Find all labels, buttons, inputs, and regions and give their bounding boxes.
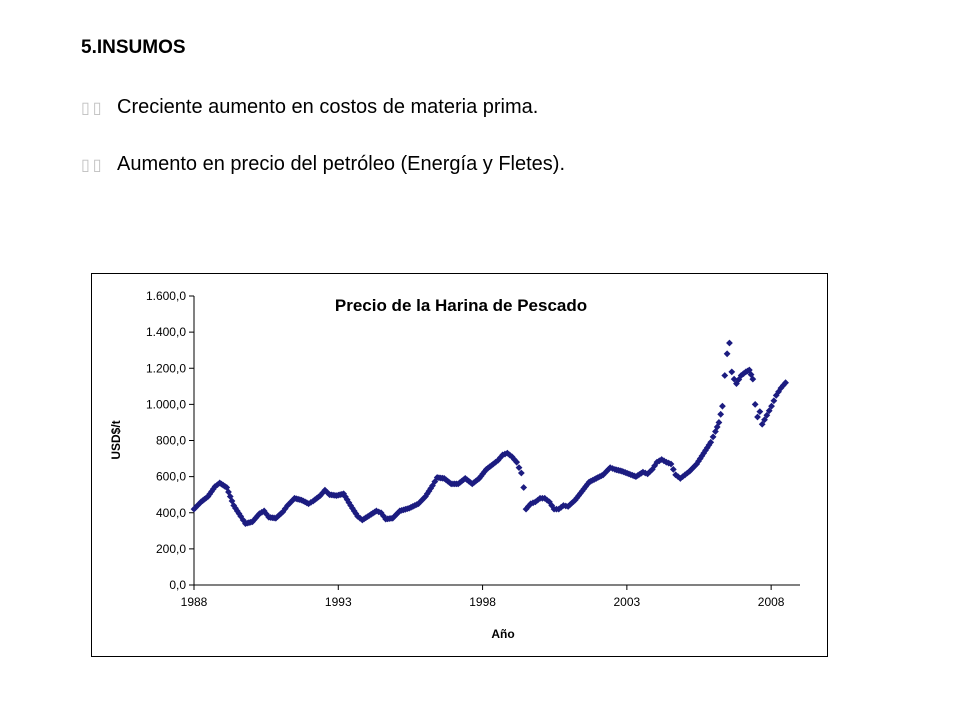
slide-heading: 5.INSUMOS: [81, 37, 186, 58]
y-tick-label: 800,0: [156, 434, 186, 448]
y-tick-label: 200,0: [156, 542, 186, 556]
y-axis: 0,0 200,0 400,0 600,0 800,0 1.000,0 1.200,0 1.4…: [146, 289, 195, 592]
bullet-text: Creciente aumento en costos de materia p…: [117, 96, 539, 118]
data-point: [758, 420, 766, 428]
data-point: [669, 466, 677, 473]
x-tick-label: 1998: [469, 595, 496, 609]
data-point: [768, 402, 775, 410]
data-point: [761, 416, 768, 424]
data-point: [756, 408, 764, 415]
y-tick-label: 0,0: [169, 578, 186, 592]
y-axis-label: USD$/t: [109, 420, 123, 459]
x-tick-label: 2003: [614, 595, 641, 609]
data-point: [770, 397, 778, 405]
y-tick-label: 1.000,0: [146, 397, 186, 411]
data-point: [517, 469, 525, 477]
data-point: [707, 438, 715, 446]
y-tick-label: 1.600,0: [146, 289, 186, 303]
chart-frame: Precio de la Harina de Pescado 0,0 200,0 4…: [91, 273, 828, 657]
data-point: [717, 410, 725, 418]
data-point: [763, 411, 771, 419]
data-point: [719, 402, 726, 410]
bullet-marker-icon: ▯▯: [81, 157, 105, 174]
data-point: [715, 419, 723, 426]
data-point: [728, 368, 736, 376]
bullet-text: Aumento en precio del petróleo (Energía …: [117, 153, 566, 175]
data-point: [765, 407, 773, 415]
y-tick-label: 600,0: [156, 470, 186, 484]
y-tick-label: 400,0: [156, 506, 186, 520]
data-point: [726, 339, 733, 347]
x-tick-label: 1988: [181, 595, 208, 609]
data-point: [721, 372, 729, 379]
bullet-item: ▯▯ Creciente aumento en costos de materia…: [81, 96, 538, 119]
x-tick-label: 1993: [325, 595, 352, 609]
y-tick-label: 1.400,0: [146, 325, 186, 339]
data-point: [723, 350, 731, 358]
data-points: [190, 339, 789, 527]
x-axis: 1988 1993 1998 2003 2008: [181, 584, 800, 609]
bullet-marker-icon: ▯▯: [81, 100, 105, 117]
chart-title: Precio de la Harina de Pescado: [335, 296, 587, 315]
data-point: [751, 400, 759, 408]
data-point: [520, 484, 528, 491]
y-tick-label: 1.200,0: [146, 361, 186, 375]
fishmeal-price-chart: Precio de la Harina de Pescado 0,0 200,0 4…: [109, 289, 800, 641]
data-point: [749, 375, 757, 383]
x-axis-label: Año: [491, 627, 514, 641]
x-tick-label: 2008: [758, 595, 785, 609]
bullet-item: ▯▯ Aumento en precio del petróleo (Energí…: [81, 153, 565, 176]
data-point: [754, 413, 761, 421]
